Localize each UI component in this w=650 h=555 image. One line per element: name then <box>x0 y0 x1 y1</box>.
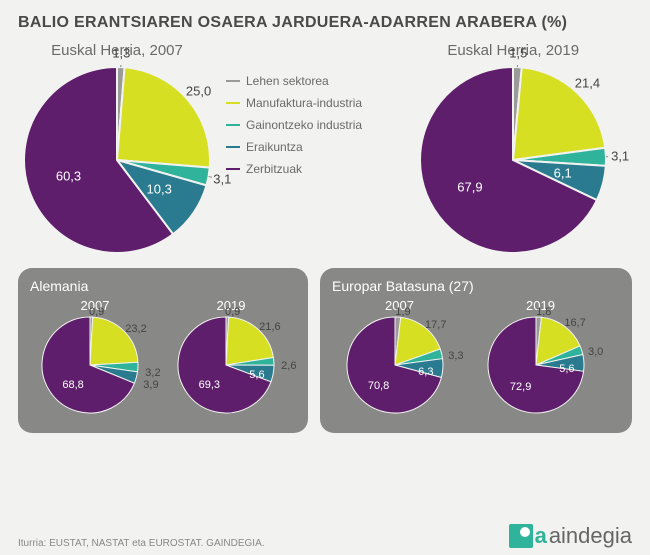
pie-value-label: 5,6 <box>559 363 574 375</box>
panel-alemania: Alemania 2007 0,923,23,23,968,8 2019 0,9… <box>18 268 308 433</box>
pie-value-label: 16,7 <box>564 317 585 329</box>
footer: Iturria: EUSTAT, NASTAT eta EUROSTAT. GA… <box>0 523 650 549</box>
pie-value-label: 1,5 <box>509 46 527 61</box>
pie-value-label: 21,4 <box>575 75 600 90</box>
eu27-2007: 2007 1,917,73,36,370,8 <box>332 298 467 425</box>
pie-value-label: 3,2 <box>145 367 160 379</box>
legend-label: Zerbitzuak <box>246 162 302 176</box>
top-row: Euskal Herria, 2007 1,325,03,110,360,3 L… <box>18 42 632 262</box>
legend: Lehen sektorea Manufaktura-industria Gai… <box>226 74 384 176</box>
eh2019-block: Euskal Herria, 2019 1,521,43,16,167,9 <box>394 42 632 262</box>
legend-row-lehen: Lehen sektorea <box>226 74 384 88</box>
alemania-2019: 2019 0,921,62,65,669,3 <box>166 298 296 425</box>
legend-row-gainontzeko: Gainontzeko industria <box>226 118 384 132</box>
pie-value-label: 10,3 <box>147 181 172 196</box>
pie-value-label: 1,8 <box>536 306 551 318</box>
panel-row-alemania: 2007 0,923,23,23,968,8 2019 0,921,62,65,… <box>30 298 296 425</box>
pie-value-label: 3,9 <box>143 379 158 391</box>
pie-value-label: 69,3 <box>199 379 220 391</box>
eh2007-block: Euskal Herria, 2007 1,325,03,110,360,3 <box>18 42 216 262</box>
pie-value-label: 23,2 <box>125 323 146 335</box>
legend-label: Eraikuntza <box>246 140 303 154</box>
pie-value-label: 3,1 <box>611 149 629 164</box>
pie-value-label: 60,3 <box>56 169 81 184</box>
legend-block: Lehen sektorea Manufaktura-industria Gai… <box>226 42 384 262</box>
logo: aaindegia <box>509 523 632 549</box>
pie-value-label: 25,0 <box>186 83 211 98</box>
pie-value-label: 17,7 <box>425 319 446 331</box>
panel-title-alemania: Alemania <box>30 278 296 294</box>
eh2007-pie: 1,325,03,110,360,3 <box>22 65 212 255</box>
alemania-2019-pie: 0,921,62,65,669,3 <box>176 315 286 425</box>
pie-value-label: 0,9 <box>89 306 104 318</box>
legend-swatch <box>226 102 240 104</box>
legend-swatch <box>226 168 240 170</box>
logo-icon <box>509 524 533 548</box>
legend-label: Lehen sektorea <box>246 74 329 88</box>
legend-swatch <box>226 124 240 126</box>
pie-value-label: 5,6 <box>249 369 264 381</box>
alemania-2007-pie: 0,923,23,23,968,8 <box>40 315 150 425</box>
pie-value-label: 70,8 <box>368 380 389 392</box>
alemania-2007: 2007 0,923,23,23,968,8 <box>30 298 160 425</box>
source-text: Iturria: EUSTAT, NASTAT eta EUROSTAT. GA… <box>18 538 509 549</box>
panel-row-eu27: 2007 1,917,73,36,370,8 2019 1,816,73,05,… <box>332 298 620 425</box>
chart-container: BALIO ERANTSIAREN OSAERA JARDUERA-ADARRE… <box>0 0 650 555</box>
pie-value-label: 21,6 <box>259 321 280 333</box>
eu27-2019: 2019 1,816,73,05,672,9 <box>473 298 608 425</box>
pie-value-label: 1,3 <box>112 46 130 61</box>
legend-row-eraikuntza: Eraikuntza <box>226 140 384 154</box>
panel-eu27: Europar Batasuna (27) 2007 1,917,73,36,3… <box>320 268 632 433</box>
legend-swatch <box>226 146 240 148</box>
pie-value-label: 6,1 <box>554 165 572 180</box>
eh2019-pie: 1,521,43,16,167,9 <box>418 65 608 255</box>
legend-swatch <box>226 80 240 82</box>
pie-value-label: 68,8 <box>62 379 83 391</box>
pie-value-label: 0,9 <box>225 306 240 318</box>
pie-value-label: 2,6 <box>281 360 296 372</box>
pie-value-label: 3,0 <box>588 346 603 358</box>
panels: Alemania 2007 0,923,23,23,968,8 2019 0,9… <box>18 268 632 433</box>
chart-title: BALIO ERANTSIAREN OSAERA JARDUERA-ADARRE… <box>18 14 632 32</box>
eu27-2007-pie: 1,917,73,36,370,8 <box>345 315 455 425</box>
pie-value-label: 72,9 <box>510 381 531 393</box>
legend-label: Manufaktura-industria <box>246 96 362 110</box>
pie-value-label: 6,3 <box>418 366 433 378</box>
pie-value-label: 67,9 <box>457 180 482 195</box>
legend-row-zerbitzuak: Zerbitzuak <box>226 162 384 176</box>
pie-value-label: 1,9 <box>395 306 410 318</box>
logo-text: aindegia <box>549 523 632 549</box>
panel-title-eu27: Europar Batasuna (27) <box>332 278 620 294</box>
logo-accent: a <box>535 523 547 549</box>
pie-value-label: 3,3 <box>448 350 463 362</box>
eu27-2019-pie: 1,816,73,05,672,9 <box>486 315 596 425</box>
legend-label: Gainontzeko industria <box>246 118 362 132</box>
legend-row-manufaktura: Manufaktura-industria <box>226 96 384 110</box>
